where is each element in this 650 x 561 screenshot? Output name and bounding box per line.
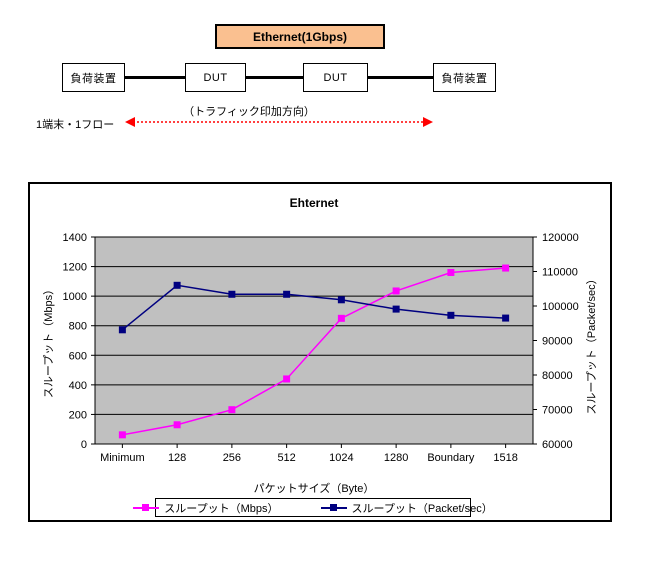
left-axis-title: スループット（Mbps） xyxy=(43,283,55,399)
series-marker-0 xyxy=(173,421,181,429)
series-marker-0 xyxy=(118,431,126,439)
series-line-0 xyxy=(122,267,506,436)
traffic-direction-arrow-icon xyxy=(125,117,433,127)
left-axis-tick-label: 200 xyxy=(69,409,87,421)
series-line-1 xyxy=(121,284,506,331)
left-axis-tick-label: 800 xyxy=(69,321,87,333)
right-axis-tick-label: 120000 xyxy=(542,232,579,244)
series-marker-1 xyxy=(283,290,291,298)
legend-label-mbps: スループット（Mbps） xyxy=(164,502,279,515)
load-device-right-box: 負荷装置 xyxy=(433,63,496,92)
legend-marker-packets-icon xyxy=(320,503,347,512)
legend-entry-mbps: スループット（Mbps） xyxy=(133,500,279,516)
plot-area xyxy=(94,236,534,445)
x-axis-title: パケットサイズ（Byte） xyxy=(253,483,375,495)
series-marker-0 xyxy=(337,314,345,322)
chart-frame: 1400 1200 1000 800 600 400 200 0 120000 110000 100… xyxy=(28,182,612,522)
load-device-left-box: 負荷装置 xyxy=(62,63,125,92)
traffic-direction-label: （トラフィック印加方向） xyxy=(183,106,315,118)
dut-left-box: DUT xyxy=(185,63,246,92)
left-axis-tick-label: 400 xyxy=(69,380,87,392)
flow-count-label: 1端末・1フロー xyxy=(36,119,115,131)
left-axis-tick-label: 1400 xyxy=(63,232,87,244)
series-marker-1 xyxy=(502,314,510,322)
series-marker-0 xyxy=(392,287,400,295)
series-marker-1 xyxy=(118,326,126,334)
legend-label-packets: スループット（Packet/sec） xyxy=(351,502,493,515)
legend-entry-packets: スループット（Packet/sec） xyxy=(320,500,493,516)
series-marker-1 xyxy=(337,296,345,304)
right-axis-tick-label: 90000 xyxy=(542,336,573,348)
right-axis-title: スループット（Packet/sec） xyxy=(586,273,598,415)
right-axis-tick-label: 110000 xyxy=(542,267,578,279)
connector-line xyxy=(368,76,433,79)
left-axis-tick-label: 1000 xyxy=(63,291,87,303)
series-marker-1 xyxy=(173,281,181,289)
series-marker-0 xyxy=(447,268,455,276)
right-axis-tick-label: 80000 xyxy=(542,370,573,382)
series-marker-1 xyxy=(392,305,400,313)
connector-line xyxy=(246,76,303,79)
series-marker-0 xyxy=(283,375,291,383)
left-axis-tick-label: 1200 xyxy=(63,262,87,274)
chart-canvas: 1400 1200 1000 800 600 400 200 0 120000 110000 100… xyxy=(63,232,579,464)
x-axis-tick-label: 1280 xyxy=(384,452,408,464)
x-axis-tick-label: 1024 xyxy=(329,452,353,464)
legend-marker-mbps-icon xyxy=(133,503,160,512)
ethernet-label-box: Ethernet(1Gbps) xyxy=(215,24,385,49)
series-marker-0 xyxy=(228,406,236,414)
series-marker-0 xyxy=(502,264,510,272)
x-axis-tick-label: 512 xyxy=(277,452,295,464)
left-axis-tick-label: 0 xyxy=(81,439,87,451)
x-axis-tick-label: 1518 xyxy=(493,452,517,464)
right-axis-tick-label: 60000 xyxy=(542,439,573,451)
connector-line xyxy=(125,76,185,79)
series-marker-1 xyxy=(228,290,236,298)
x-axis-tick-label: 128 xyxy=(168,452,186,464)
chart-title: Ehternet xyxy=(289,196,339,210)
left-axis-tick-label: 600 xyxy=(69,350,87,362)
right-axis-tick-label: 100000 xyxy=(542,301,579,313)
legend: スループット（Mbps） スループット（Packet/sec） xyxy=(133,498,493,517)
dut-right-box: DUT xyxy=(303,63,368,92)
x-axis-tick-label: 256 xyxy=(223,452,241,464)
series-marker-1 xyxy=(447,311,455,319)
right-axis-tick-label: 70000 xyxy=(542,405,573,417)
x-axis-tick-label: Minimum xyxy=(100,452,145,464)
x-axis-tick-label: Boundary xyxy=(427,452,475,464)
